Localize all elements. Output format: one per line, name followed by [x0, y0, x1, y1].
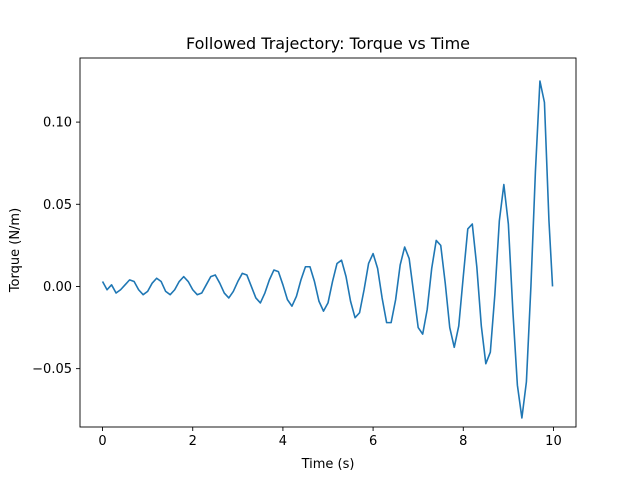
y-tick-label: 0.10	[43, 116, 72, 131]
x-tick-label: 4	[279, 434, 287, 449]
y-axis-label: Torque (N/m)	[8, 208, 23, 293]
axes-frame	[79, 57, 577, 428]
x-tick-label: 6	[369, 434, 377, 449]
plot-area	[79, 57, 577, 428]
series-line-0	[101, 80, 554, 419]
x-tick-label: 10	[545, 434, 562, 449]
y-tick-label: −0.05	[32, 362, 72, 377]
x-tick-label: 2	[189, 434, 197, 449]
chart-title: Followed Trajectory: Torque vs Time	[186, 34, 470, 53]
x-axis-label: Time (s)	[301, 457, 355, 472]
y-axis: −0.05 0.00 0.05 0.10	[32, 116, 80, 377]
y-tick-label: 0.00	[43, 280, 72, 295]
x-tick-label: 8	[459, 434, 467, 449]
x-axis: 0 2 4 6 8 10	[98, 427, 562, 449]
x-tick-label: 0	[98, 434, 106, 449]
y-tick-label: 0.05	[43, 198, 72, 213]
